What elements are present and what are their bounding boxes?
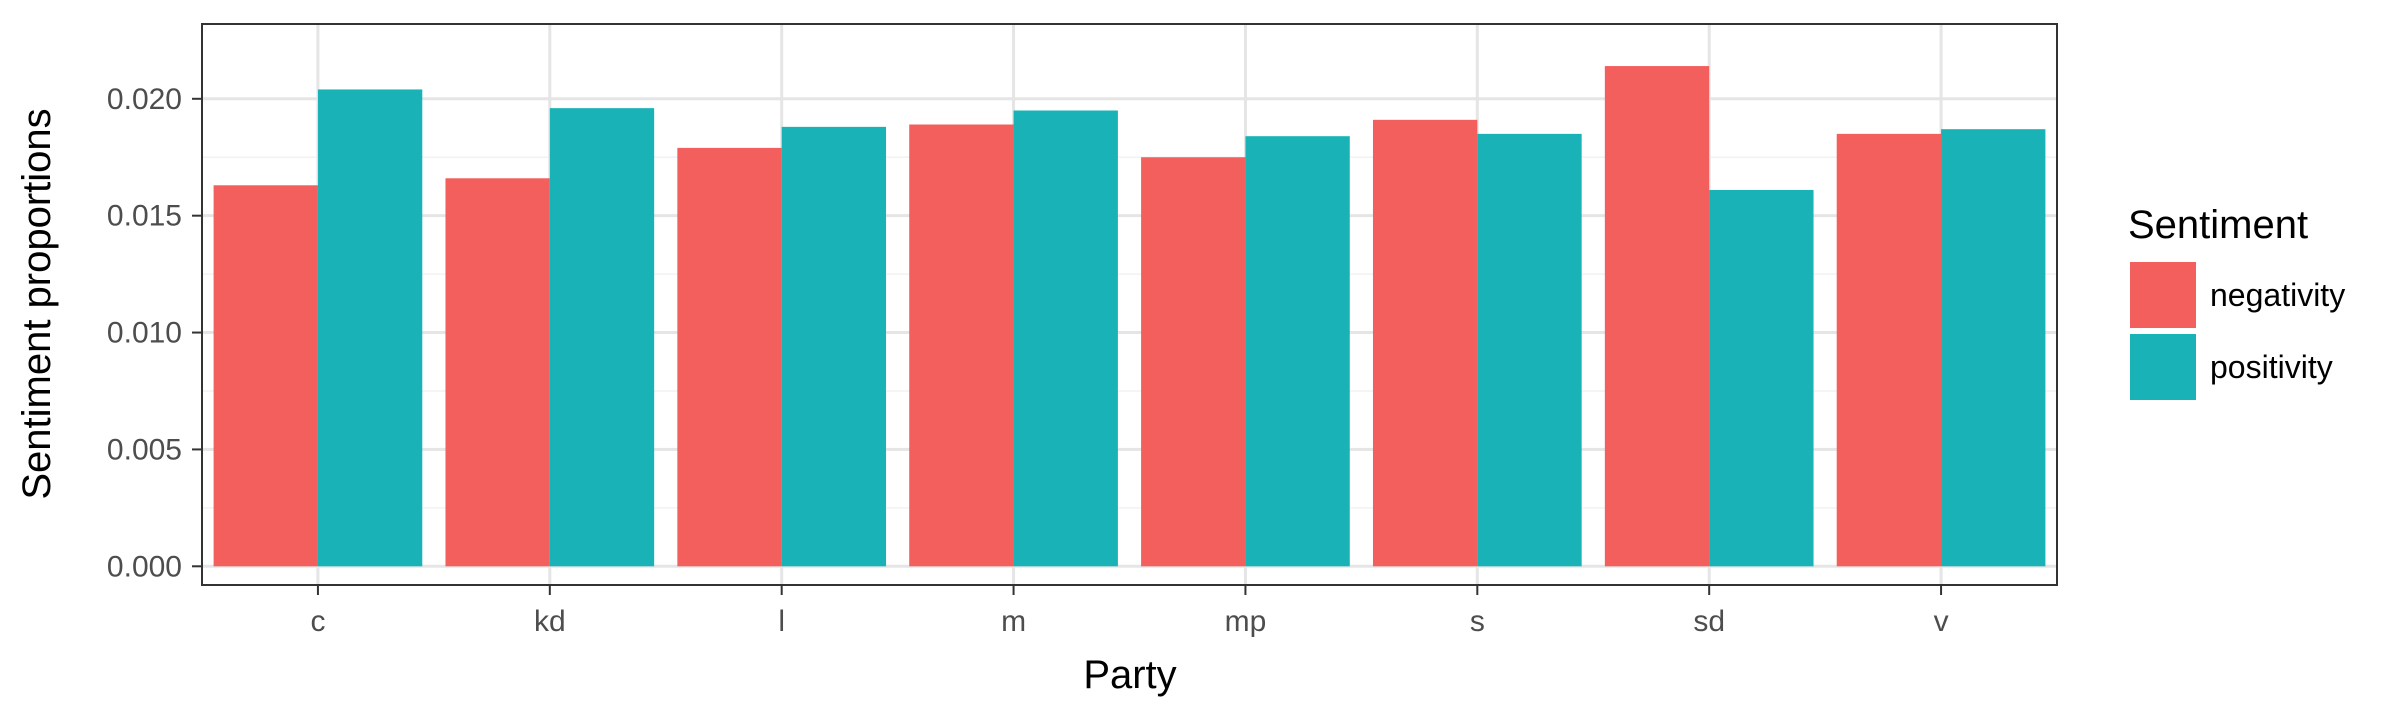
y-tick-label: 0.000 (107, 550, 182, 583)
x-tick-label: sd (1693, 605, 1725, 638)
legend: Sentiment negativity positivity (2128, 203, 2345, 400)
x-axis: c kd l m mp s sd v (310, 585, 1949, 638)
y-tick-label: 0.015 (107, 200, 182, 233)
bar-negativity-v (1836, 133, 1942, 567)
bar-negativity-c (213, 185, 318, 567)
bar-negativity-m (909, 124, 1014, 567)
x-axis-title: Party (1083, 653, 1176, 697)
bar-positivity-kd (549, 108, 655, 567)
bar-negativity-kd (445, 178, 550, 567)
legend-label-positivity: positivity (2210, 349, 2333, 385)
x-tick-label: v (1934, 605, 1949, 638)
legend-key-negativity (2130, 262, 2196, 328)
bar-negativity-l (677, 147, 782, 567)
bar-positivity-v (1941, 129, 2046, 567)
legend-label-negativity: negativity (2210, 277, 2345, 313)
x-tick-label: m (1001, 605, 1026, 638)
bar-positivity-sd (1709, 189, 1814, 567)
x-tick-label: c (310, 605, 325, 638)
x-tick-label: mp (1225, 605, 1267, 638)
bars-layer (213, 66, 2046, 567)
bar-positivity-m (1013, 110, 1118, 567)
bar-negativity-mp (1141, 157, 1246, 567)
x-tick-label: s (1470, 605, 1485, 638)
legend-key-positivity (2130, 334, 2196, 400)
y-tick-label: 0.005 (107, 433, 182, 466)
y-axis-title: Sentiment proportions (15, 108, 59, 499)
bar-positivity-c (317, 89, 423, 567)
bar-negativity-sd (1604, 66, 1710, 567)
legend-title: Sentiment (2128, 203, 2308, 247)
x-tick-label: kd (534, 605, 566, 638)
bar-positivity-s (1477, 133, 1582, 567)
panel-border (201, 23, 2058, 586)
x-tick-label: l (778, 605, 785, 638)
bar-positivity-l (781, 126, 887, 567)
y-tick-label: 0.020 (107, 83, 182, 116)
bar-positivity-mp (1245, 136, 1350, 567)
y-tick-label: 0.010 (107, 317, 182, 350)
bar-negativity-s (1372, 119, 1478, 567)
y-axis: 0.000 0.005 0.010 0.015 0.020 (107, 83, 202, 583)
